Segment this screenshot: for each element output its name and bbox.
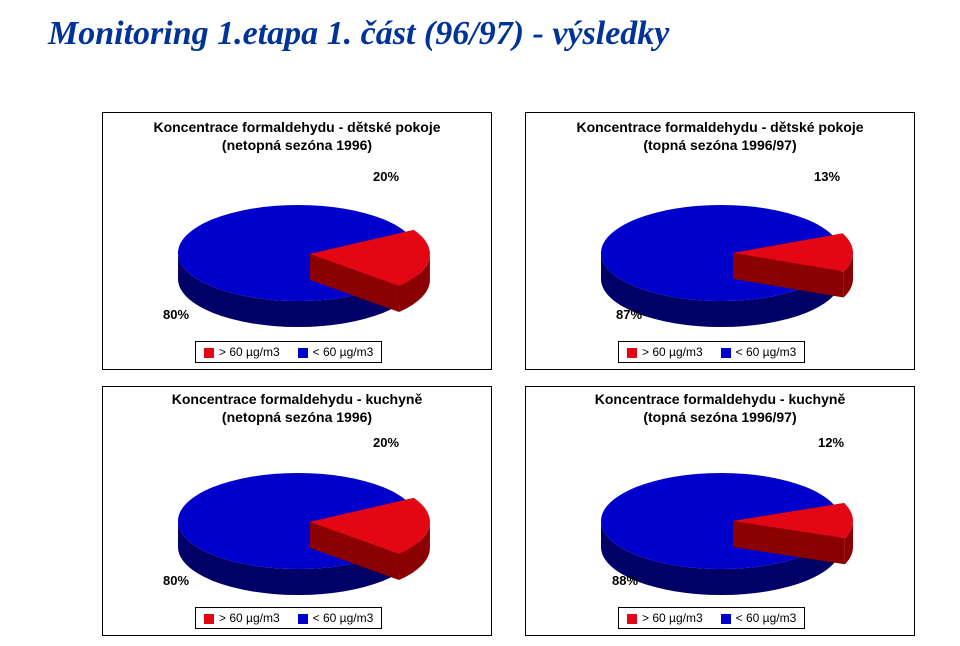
- legend-item-over: > 60 µg/m3: [204, 345, 280, 359]
- legend-label-over: > 60 µg/m3: [642, 345, 703, 359]
- legend-item-under: < 60 µg/m3: [721, 611, 797, 625]
- legend-label-over: > 60 µg/m3: [642, 611, 703, 625]
- pct-label-under: 80%: [163, 573, 189, 588]
- legend-label-over: > 60 µg/m3: [219, 611, 280, 625]
- page-title: Monitoring 1.etapa 1. část (96/97) - výs…: [48, 14, 669, 55]
- chart-panel-bl: Koncentrace formaldehydu - kuchyně(netop…: [102, 386, 492, 636]
- legend: > 60 µg/m3 < 60 µg/m3: [618, 607, 805, 629]
- chart-panel-br: Koncentrace formaldehydu - kuchyně(topná…: [525, 386, 915, 636]
- legend-item-over: > 60 µg/m3: [627, 345, 703, 359]
- legend-item-under: < 60 µg/m3: [721, 345, 797, 359]
- pct-label-over: 13%: [814, 169, 840, 184]
- pct-label-under: 88%: [612, 573, 638, 588]
- legend: > 60 µg/m3 < 60 µg/m3: [195, 341, 382, 363]
- legend-label-under: < 60 µg/m3: [313, 611, 374, 625]
- pct-label-under: 80%: [163, 307, 189, 322]
- pie-svg: [103, 113, 493, 371]
- pct-label-over: 20%: [373, 169, 399, 184]
- legend: > 60 µg/m3 < 60 µg/m3: [195, 607, 382, 629]
- pie-svg: [526, 387, 916, 637]
- pie-svg: [103, 387, 493, 637]
- pct-label-over: 12%: [818, 435, 844, 450]
- legend-item-over: > 60 µg/m3: [204, 611, 280, 625]
- legend-label-under: < 60 µg/m3: [736, 611, 797, 625]
- legend-item-over: > 60 µg/m3: [627, 611, 703, 625]
- legend-item-under: < 60 µg/m3: [298, 611, 374, 625]
- pie-svg: [526, 113, 916, 371]
- pct-label-under: 87%: [616, 307, 642, 322]
- chart-panel-tl: Koncentrace formaldehydu - dětské pokoje…: [102, 112, 492, 370]
- legend-label-under: < 60 µg/m3: [313, 345, 374, 359]
- legend-item-under: < 60 µg/m3: [298, 345, 374, 359]
- legend-label-over: > 60 µg/m3: [219, 345, 280, 359]
- pct-label-over: 20%: [373, 435, 399, 450]
- legend: > 60 µg/m3 < 60 µg/m3: [618, 341, 805, 363]
- chart-panel-tr: Koncentrace formaldehydu - dětské pokoje…: [525, 112, 915, 370]
- legend-label-under: < 60 µg/m3: [736, 345, 797, 359]
